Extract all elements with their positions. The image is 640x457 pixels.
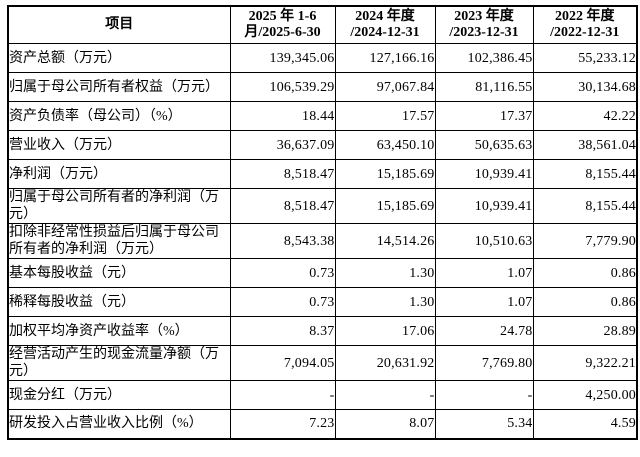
row-label: 净利润（万元） (7, 159, 231, 189)
value-cell: 38,561.04 (532, 130, 638, 160)
value-cell: 0.73 (229, 258, 336, 288)
row-label: 归属于母公司所有者权益（万元） (7, 72, 231, 102)
column-header-period-2024: 2024 年度 /2024-12-31 (334, 5, 436, 44)
period-line2: /2022-12-31 (550, 25, 620, 40)
value-cell: 8.37 (229, 316, 336, 346)
row-label: 资产负债率（母公司）（%） (7, 101, 231, 131)
financial-summary-table: 项目 2025 年 1-6 月/2025-6-30 2024 年度 /2024-… (7, 5, 638, 440)
value-cell: 17.06 (334, 316, 436, 346)
value-cell: 8,518.47 (229, 159, 336, 189)
period-line1: 2022 年度 (555, 9, 615, 24)
period-line1: 2023 年度 (454, 9, 514, 24)
value-cell: 139,345.06 (229, 43, 336, 73)
row-label: 经营活动产生的现金流量净额（万元） (7, 345, 231, 381)
table-row: 稀释每股收益（元） 0.73 1.30 1.07 0.86 (7, 287, 638, 317)
value-cell: 8,155.44 (532, 159, 638, 189)
value-cell: 81,116.55 (434, 72, 534, 102)
value-cell: 28.89 (532, 316, 638, 346)
value-cell: - (434, 380, 534, 410)
table-row: 研发投入占营业收入比例（%） 7.23 8.07 5.34 4.59 (7, 409, 638, 439)
column-header-item-label: 项目 (105, 17, 134, 32)
value-cell: 8,543.38 (229, 223, 336, 259)
table-row: 资产总额（万元） 139,345.06 127,166.16 102,386.45 55… (7, 43, 638, 73)
value-cell: 30,134.68 (532, 72, 638, 102)
column-header-period-2023: 2023 年度 /2023-12-31 (434, 5, 534, 44)
value-cell: 8,155.44 (532, 188, 638, 224)
period-line1: 2024 年度 (355, 9, 415, 24)
column-header-item: 项目 (7, 5, 231, 44)
value-cell: 24.78 (434, 316, 534, 346)
table-row: 归属于母公司所有者的净利润（万元） 8,518.47 15,185.69 10,939… (7, 188, 638, 224)
financial-summary: 项目 2025 年 1-6 月/2025-6-30 2024 年度 /2024-… (7, 5, 638, 440)
table-row: 归属于母公司所有者权益（万元） 106,539.29 97,067.84 81,116… (7, 72, 638, 102)
value-cell: 4.59 (532, 409, 638, 439)
value-cell: 10,939.41 (434, 188, 534, 224)
value-cell: 7.23 (229, 409, 336, 439)
value-cell: 17.37 (434, 101, 534, 131)
value-cell: 106,539.29 (229, 72, 336, 102)
value-cell: 7,094.05 (229, 345, 336, 381)
table-row: 现金分红（万元） - - -4,250.00 (7, 380, 638, 410)
value-cell: 102,386.45 (434, 43, 534, 73)
value-cell: 97,067.84 (334, 72, 436, 102)
value-cell: 9,322.21 (532, 345, 638, 381)
period-line2: /2023-12-31 (449, 25, 519, 40)
table-row: 净利润（万元） 8,518.47 15,185.69 10,939.41 8,155.4… (7, 159, 638, 189)
value-cell: 15,185.69 (334, 188, 436, 224)
column-header-period-2025: 2025 年 1-6 月/2025-6-30 (229, 5, 336, 44)
row-label: 资产总额（万元） (7, 43, 231, 73)
table-row: 营业收入（万元） 36,637.09 63,450.10 50,635.63 38,56… (7, 130, 638, 160)
value-cell: 5.34 (434, 409, 534, 439)
row-label: 扣除非经常性损益后归属于母公司所有者的净利润（万元） (7, 223, 231, 259)
header-row: 项目 2025 年 1-6 月/2025-6-30 2024 年度 /2024-… (7, 5, 638, 44)
value-cell: 4,250.00 (532, 380, 638, 410)
value-cell: 18.44 (229, 101, 336, 131)
value-cell: 36,637.09 (229, 130, 336, 160)
value-cell: 10,939.41 (434, 159, 534, 189)
value-cell: 50,635.63 (434, 130, 534, 160)
column-header-period-2022: 2022 年度 /2022-12-31 (532, 5, 638, 44)
period-line2: /2024-12-31 (350, 25, 420, 40)
value-cell: 0.73 (229, 287, 336, 317)
row-label: 基本每股收益（元） (7, 258, 231, 288)
value-cell: 1.07 (434, 258, 534, 288)
value-cell: 17.57 (334, 101, 436, 131)
value-cell: 10,510.63 (434, 223, 534, 259)
value-cell: 1.30 (334, 287, 436, 317)
table-row: 加权平均净资产收益率（%） 8.37 17.06 24.78 28.89 (7, 316, 638, 346)
value-cell: 15,185.69 (334, 159, 436, 189)
table-row: 扣除非经常性损益后归属于母公司所有者的净利润（万元） 8,543.38 14,514… (7, 223, 638, 259)
value-cell: 127,166.16 (334, 43, 436, 73)
value-cell: 1.30 (334, 258, 436, 288)
value-cell: 42.22 (532, 101, 638, 131)
period-line1: 2025 年 1-6 (248, 9, 317, 24)
row-label: 营业收入（万元） (7, 130, 231, 160)
value-cell: 20,631.92 (334, 345, 436, 381)
row-label: 研发投入占营业收入比例（%） (7, 409, 231, 439)
value-cell: 8,518.47 (229, 188, 336, 224)
value-cell: 1.07 (434, 287, 534, 317)
period-line2: 月/2025-6-30 (244, 25, 321, 40)
value-cell: - (229, 380, 336, 410)
table-row: 经营活动产生的现金流量净额（万元） 7,094.05 20,631.92 7,769.… (7, 345, 638, 381)
value-cell: 8.07 (334, 409, 436, 439)
value-cell: 14,514.26 (334, 223, 436, 259)
table-row: 基本每股收益（元） 0.73 1.30 1.07 0.86 (7, 258, 638, 288)
value-cell: 55,233.12 (532, 43, 638, 73)
value-cell: 7,769.80 (434, 345, 534, 381)
value-cell: - (334, 380, 436, 410)
row-label: 归属于母公司所有者的净利润（万元） (7, 188, 231, 224)
value-cell: 0.86 (532, 287, 638, 317)
value-cell: 7,779.90 (532, 223, 638, 259)
row-label: 现金分红（万元） (7, 380, 231, 410)
value-cell: 63,450.10 (334, 130, 436, 160)
row-label: 加权平均净资产收益率（%） (7, 316, 231, 346)
row-label: 稀释每股收益（元） (7, 287, 231, 317)
table-row: 资产负债率（母公司）（%） 18.44 17.57 17.37 42.22 (7, 101, 638, 131)
value-cell: 0.86 (532, 258, 638, 288)
